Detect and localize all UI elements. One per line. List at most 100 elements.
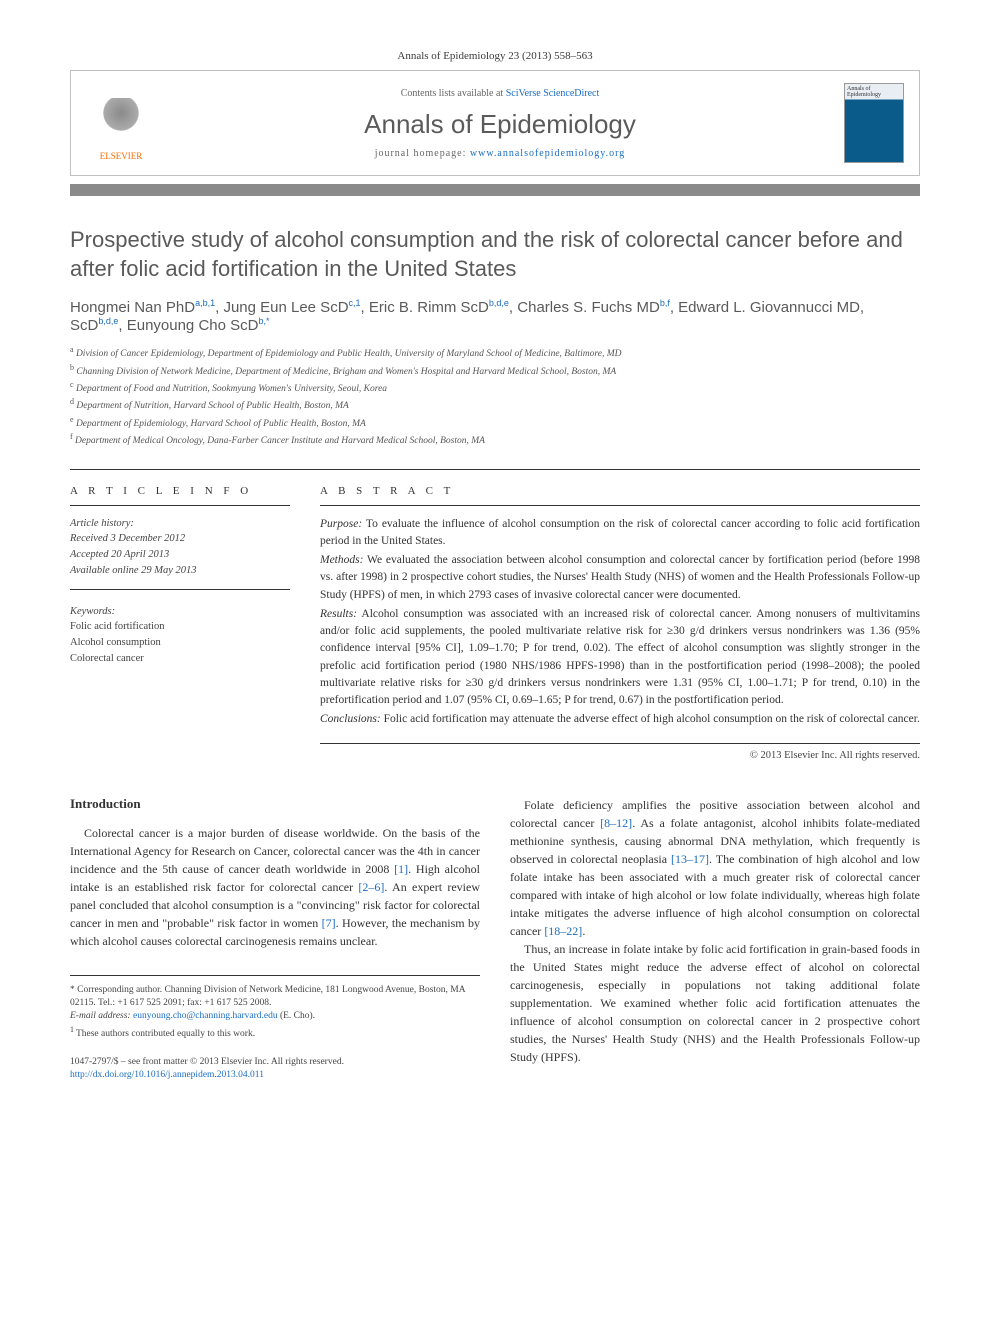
affil-f: f Department of Medical Oncology, Dana-F… [70,431,920,448]
abstract-body: Purpose: To evaluate the influence of al… [320,516,920,744]
purpose-text: To evaluate the influence of alcohol con… [320,518,920,547]
author-5: Eunyoung Cho ScD [127,317,259,334]
purpose-label: Purpose: [320,518,362,530]
email-link[interactable]: eunyoung.cho@channing.harvard.edu [133,1011,278,1021]
journal-citation: Annals of Epidemiology 23 (2013) 558–563 [70,50,920,62]
abstract-heading: A B S T R A C T [320,485,920,506]
author-list: Hongmei Nan PhDa,b,1, Jung Eun Lee ScDc,… [70,298,920,334]
author-3-sup: b,f [660,298,670,308]
keyword-1: Alcohol consumption [70,635,290,651]
affil-f-sup: f [70,432,73,441]
affiliations: a Division of Cancer Epidemiology, Depar… [70,344,920,448]
online-date: Available online 29 May 2013 [70,563,290,579]
equal-text: These authors contributed equally to thi… [76,1029,255,1039]
email-label: E-mail address: [70,1011,133,1021]
header-center: Contents lists available at SciVerse Sci… [156,88,844,159]
article-info-heading: A R T I C L E I N F O [70,485,290,506]
results-label: Results: [320,608,357,620]
affil-d: d Department of Nutrition, Harvard Schoo… [70,396,920,413]
affil-c: c Department of Food and Nutrition, Sook… [70,379,920,396]
article-info-panel: A R T I C L E I N F O Article history: R… [70,485,290,761]
issn-line: 1047-2797/$ – see front matter © 2013 El… [70,1056,480,1069]
abstract-panel: A B S T R A C T Purpose: To evaluate the… [320,485,920,761]
author-1: Jung Eun Lee ScD [223,299,348,316]
journal-cover-thumbnail: Annals of Epidemiology [844,83,904,163]
keywords-label: Keywords: [70,604,290,620]
publisher-name: ELSEVIER [100,151,143,161]
accepted-date: Accepted 20 April 2013 [70,547,290,563]
conclusions-label: Conclusions: [320,713,381,725]
elsevier-logo: ELSEVIER [86,86,156,161]
article-title: Prospective study of alcohol consumption… [70,226,920,283]
affil-a-text: Division of Cancer Epidemiology, Departm… [76,349,622,359]
info-abstract-row: A R T I C L E I N F O Article history: R… [70,469,920,761]
affil-e-text: Department of Epidemiology, Harvard Scho… [76,419,366,429]
email-line: E-mail address: eunyoung.cho@channing.ha… [70,1010,480,1023]
abstract-copyright: © 2013 Elsevier Inc. All rights reserved… [320,750,920,761]
journal-header-box: ELSEVIER Contents lists available at Sci… [70,70,920,176]
keyword-2: Colorectal cancer [70,651,290,667]
intro-text-left: Colorectal cancer is a major burden of d… [70,824,480,950]
keyword-0: Folic acid fortification [70,619,290,635]
keywords-block: Keywords: Folic acid fortification Alcoh… [70,604,290,667]
homepage-line: journal homepage: www.annalsofepidemiolo… [156,148,844,159]
contents-line: Contents lists available at SciVerse Sci… [156,88,844,99]
affil-e-sup: e [70,415,74,424]
ref-13-17-link[interactable]: [13–17] [671,852,709,866]
main-body-columns: Introduction Colorectal cancer is a majo… [70,796,920,1083]
author-2: Eric B. Rimm ScD [369,299,489,316]
divider-bar [70,184,920,196]
methods-label: Methods: [320,554,363,566]
page-root: Annals of Epidemiology 23 (2013) 558–563… [0,0,990,1133]
footnotes: * Corresponding author. Channing Divisio… [70,975,480,1041]
affil-d-sup: d [70,397,74,406]
ref-1-link[interactable]: [1] [394,862,408,876]
author-1-sup: c,1 [349,298,361,308]
results-text: Alcohol consumption was associated with … [320,608,920,706]
journal-title: Annals of Epidemiology [156,109,844,140]
cover-text: Annals of Epidemiology [847,86,881,98]
left-column: Introduction Colorectal cancer is a majo… [70,796,480,1083]
affil-f-text: Department of Medical Oncology, Dana-Far… [75,436,485,446]
right-column: Folate deficiency amplifies the positive… [510,796,920,1083]
ref-7-link[interactable]: [7] [322,916,336,930]
email-suffix: (E. Cho). [278,1011,315,1021]
ref-2-6-link[interactable]: [2–6] [358,880,384,894]
author-3: Charles S. Fuchs MD [517,299,660,316]
author-4-sup: b,d,e [98,316,118,326]
affil-d-text: Department of Nutrition, Harvard School … [76,402,349,412]
affil-c-sup: c [70,380,74,389]
equal-contribution-note: 1 These authors contributed equally to t… [70,1024,480,1041]
affil-b-text: Channing Division of Network Medicine, D… [76,367,616,377]
footer-issn-doi: 1047-2797/$ – see front matter © 2013 El… [70,1056,480,1083]
affil-b-sup: b [70,363,74,372]
introduction-heading: Introduction [70,796,480,812]
corr-text: Corresponding author. Channing Division … [70,985,465,1008]
author-2-sup: b,d,e [489,298,509,308]
author-0: Hongmei Nan PhD [70,299,195,316]
methods-text: We evaluated the association between alc… [320,554,920,601]
article-history-block: Article history: Received 3 December 201… [70,516,290,590]
history-label: Article history: [70,516,290,532]
intro-text-right: Folate deficiency amplifies the positive… [510,796,920,1066]
affil-b: b Channing Division of Network Medicine,… [70,362,920,379]
contents-prefix: Contents lists available at [401,88,506,99]
homepage-prefix: journal homepage: [375,148,470,159]
author-0-sup: a,b,1 [195,298,215,308]
received-date: Received 3 December 2012 [70,531,290,547]
affil-a: a Division of Cancer Epidemiology, Depar… [70,344,920,361]
affil-a-sup: a [70,345,74,354]
affil-c-text: Department of Food and Nutrition, Sookmy… [76,384,387,394]
sciencedirect-link[interactable]: SciVerse ScienceDirect [506,88,600,99]
affil-e: e Department of Epidemiology, Harvard Sc… [70,414,920,431]
homepage-link[interactable]: www.annalsofepidemiology.org [470,148,625,159]
ref-8-12-link[interactable]: [8–12] [600,816,632,830]
ref-18-22-link[interactable]: [18–22] [544,924,582,938]
elsevier-tree-icon [96,98,146,148]
doi-link[interactable]: http://dx.doi.org/10.1016/j.annepidem.20… [70,1070,264,1080]
col2-p1d: . [582,924,585,938]
author-5-sup: b,* [258,316,269,326]
col2-p2: Thus, an increase in folate intake by fo… [510,940,920,1066]
corresponding-author-note: * Corresponding author. Channing Divisio… [70,984,480,1011]
conclusions-text: Folic acid fortification may attenuate t… [381,713,920,725]
